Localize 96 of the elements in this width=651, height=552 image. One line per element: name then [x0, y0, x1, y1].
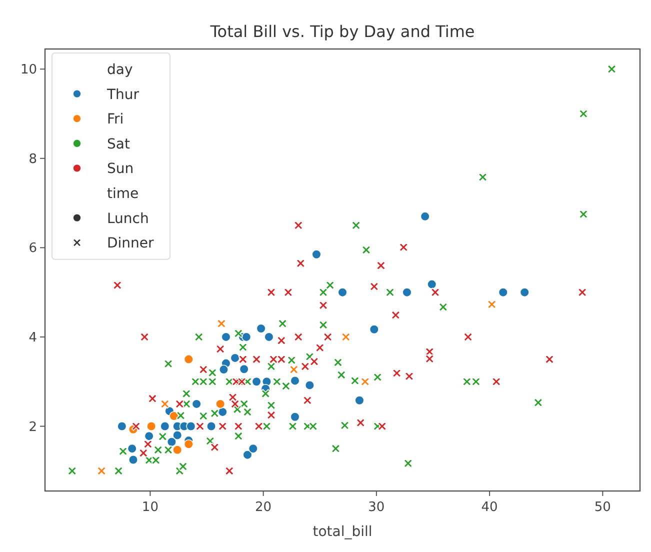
point: [304, 380, 314, 390]
legend-label: Dinner: [107, 236, 154, 252]
y-tick-label: 4: [28, 330, 37, 346]
point: [268, 354, 278, 364]
point: [224, 466, 234, 476]
point: [234, 422, 244, 431]
x-tick-label: 10: [142, 500, 158, 515]
point: [425, 354, 434, 364]
point: [160, 421, 170, 432]
legend-label: Lunch: [107, 210, 149, 227]
point: [160, 399, 170, 409]
point: [302, 396, 312, 405]
point: [310, 356, 319, 366]
point: [192, 399, 202, 409]
point: [252, 376, 262, 386]
point: [300, 362, 310, 372]
point: [289, 364, 298, 374]
x-tick-label: 20: [255, 500, 272, 515]
point: [117, 421, 127, 432]
point: [144, 431, 154, 441]
point: [184, 439, 194, 449]
x-tick-label: 40: [481, 500, 498, 515]
x-axis-title: total_bill: [312, 524, 372, 540]
chart-title: Total Bill vs. Tip by Day and Time: [209, 22, 475, 41]
point: [206, 421, 216, 432]
legend-label: Sat: [107, 136, 130, 152]
point: [430, 288, 440, 297]
point: [216, 318, 226, 328]
point: [398, 242, 408, 252]
point: [391, 310, 400, 320]
x-tick-label: 50: [594, 500, 611, 515]
point: [370, 282, 379, 292]
point: [369, 324, 379, 334]
point: [338, 288, 348, 298]
point: [252, 354, 262, 364]
point: [230, 399, 240, 409]
point: [140, 332, 150, 342]
y-tick-label: 8: [28, 152, 37, 167]
point: [544, 354, 554, 364]
point: [172, 430, 182, 440]
y-tick-label: 10: [20, 62, 37, 78]
point: [198, 364, 208, 374]
point: [172, 445, 182, 455]
point: [294, 332, 303, 342]
point: [184, 354, 194, 364]
point: [354, 396, 364, 406]
y-tick-label: 6: [28, 241, 37, 256]
point: [96, 466, 106, 476]
point: [131, 422, 141, 431]
point: [218, 364, 229, 374]
point: [239, 364, 249, 374]
point: [230, 353, 240, 363]
point: [186, 421, 196, 432]
point: [248, 444, 258, 454]
point: [276, 336, 286, 346]
point: [290, 412, 300, 422]
legend-title: day: [107, 62, 133, 78]
point: [276, 354, 286, 364]
point: [210, 442, 220, 452]
point: [498, 288, 508, 298]
point: [238, 354, 248, 364]
point: [376, 260, 386, 270]
point: [216, 399, 226, 409]
point: [146, 421, 156, 432]
point: [166, 437, 176, 447]
point: [175, 399, 184, 409]
point: [221, 332, 231, 342]
point: [520, 288, 530, 298]
point: [216, 344, 225, 354]
point: [143, 440, 153, 449]
point: [377, 422, 387, 431]
annotation: time: [107, 186, 139, 202]
legend-label: Fri: [107, 112, 124, 128]
y-tick-label: 2: [28, 420, 37, 435]
point: [127, 444, 137, 454]
point: [128, 454, 138, 465]
point: [402, 288, 412, 298]
point: [323, 332, 332, 342]
point: [463, 332, 473, 342]
x-tick-label: 30: [368, 500, 385, 515]
point: [242, 332, 252, 342]
point: [290, 376, 300, 386]
point: [138, 448, 148, 458]
point: [218, 422, 228, 431]
point: [218, 407, 228, 417]
point: [256, 324, 266, 334]
point: [148, 394, 158, 404]
point: [264, 332, 274, 342]
point: [427, 279, 437, 290]
legend-label: Sun: [107, 161, 134, 178]
point: [242, 450, 252, 460]
point: [341, 332, 350, 342]
legend-label: Thur: [106, 86, 140, 103]
point: [420, 212, 430, 222]
point: [312, 250, 322, 260]
point: [195, 422, 205, 431]
